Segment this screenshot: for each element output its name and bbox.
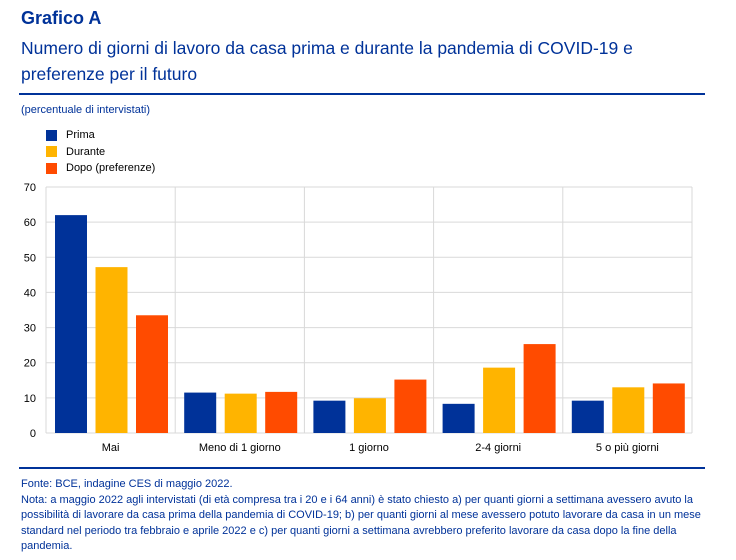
legend-item-durante: Durante xyxy=(46,144,155,161)
x-tick-label: 2-4 giorni xyxy=(475,442,521,454)
legend-swatch xyxy=(46,162,57,174)
bar-chart: 0 10 20 30 40 50 60 70 Mai Meno di 1 giorno 1 gior… xyxy=(24,182,693,454)
y-tick-label: 40 xyxy=(24,287,36,299)
legend-item-prima: Prima xyxy=(46,127,155,144)
x-tick-label: 5 o più giorni xyxy=(596,442,659,454)
legend-swatch xyxy=(46,146,57,158)
legend-label: Dopo (preferenze) xyxy=(66,162,156,175)
y-tick-label: 50 xyxy=(24,252,36,264)
x-tick-label: Mai xyxy=(102,442,120,454)
bar-dopo-preferenze xyxy=(652,383,685,433)
y-tick-label: 70 xyxy=(24,182,36,194)
x-tick-label: 1 giorno xyxy=(349,442,389,454)
bar-durante xyxy=(353,398,386,433)
bar-durante xyxy=(224,393,257,433)
y-tick-label: 60 xyxy=(24,217,36,229)
bar-prima xyxy=(313,400,346,433)
chart-title: Numero di giorni di lavoro da casa prima… xyxy=(21,38,633,84)
bar-prima xyxy=(55,215,87,433)
y-tick-label: 0 xyxy=(30,428,36,440)
note-text: Nota: a maggio 2022 agli intervistati (d… xyxy=(21,493,701,553)
legend-label: Prima xyxy=(66,129,95,142)
x-tick-label: Meno di 1 giorno xyxy=(199,442,281,454)
bar-durante xyxy=(483,367,516,433)
bar-prima xyxy=(571,400,604,433)
top-divider xyxy=(19,93,705,95)
bottom-divider xyxy=(19,467,705,469)
footer: Fonte: BCE, indagine CES di maggio 2022.… xyxy=(21,477,721,555)
bar-prima xyxy=(442,403,475,433)
legend: Prima Durante Dopo (preferenze) xyxy=(46,127,155,177)
bar-durante xyxy=(612,387,645,433)
chart-label: Grafico A xyxy=(21,8,102,28)
legend-swatch xyxy=(46,129,57,141)
bar-prima xyxy=(184,392,217,433)
legend-label: Durante xyxy=(66,145,106,158)
y-tick-label: 20 xyxy=(24,358,36,370)
y-tick-label: 10 xyxy=(24,393,36,405)
source-text: Fonte: BCE, indagine CES di maggio 2022. xyxy=(21,478,233,490)
bar-durante xyxy=(95,267,128,433)
legend-item-dopo: Dopo (preferenze) xyxy=(46,160,155,177)
bar-dopo-preferenze xyxy=(136,315,168,433)
y-tick-label: 30 xyxy=(24,323,36,335)
bar-dopo-preferenze xyxy=(523,344,556,433)
units-label: (percentuale di intervistati) xyxy=(21,104,151,116)
bar-dopo-preferenze xyxy=(394,379,427,433)
bar-dopo-preferenze xyxy=(265,391,298,433)
